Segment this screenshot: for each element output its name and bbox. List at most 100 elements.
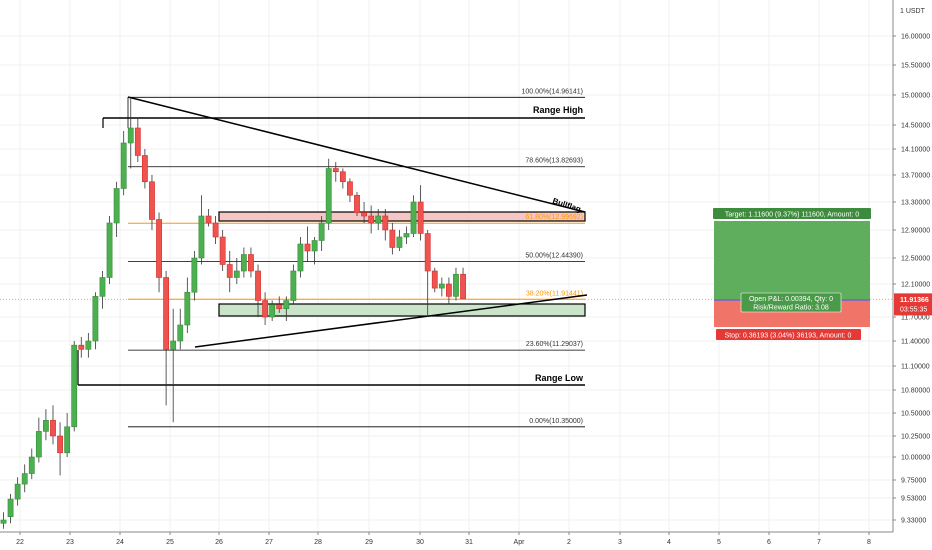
- candle-body: [382, 215, 389, 231]
- trend-lines: Range High Range Low Bullflag: [77, 96, 588, 386]
- candle-body: [269, 304, 276, 318]
- current-price-badge: [894, 293, 932, 316]
- time-tick-label: 6: [767, 539, 771, 546]
- price-tick-label: 16.00000: [901, 34, 930, 41]
- open-pnl-label: Open P&L: 0.00394, Qty: 0: [749, 296, 833, 303]
- time-tick-label: 8: [867, 539, 871, 546]
- time-tick-label: 2: [567, 539, 571, 546]
- time-tick-label: 25: [166, 539, 174, 546]
- candle-body: [0, 519, 7, 524]
- price-axis-bg: [893, 0, 932, 550]
- time-tick-label: 23: [66, 539, 74, 546]
- time-tick-label: 30: [416, 539, 424, 546]
- fib-level-label: 23.60%(11.29037): [526, 341, 583, 348]
- candle-body: [99, 277, 106, 297]
- candle-body: [226, 264, 233, 278]
- candle-body: [184, 291, 191, 326]
- candle-body: [7, 498, 14, 518]
- candle-body: [318, 222, 325, 241]
- candle-body: [71, 344, 78, 428]
- time-axis-bg: [0, 532, 932, 550]
- time-tick-label: 5: [717, 539, 721, 546]
- fib-level-label: 50.00%(12.44390): [525, 253, 583, 260]
- candle-body: [311, 240, 318, 252]
- plot-background: [0, 0, 893, 532]
- time-tick-label: 3: [618, 539, 622, 546]
- candle-body: [283, 300, 290, 310]
- candle-body: [28, 456, 35, 474]
- candle-body: [43, 420, 49, 432]
- candle-body: [460, 273, 466, 300]
- time-tick-label: 29: [365, 539, 373, 546]
- position-tool[interactable]: Target: 1.11600 (9.37%) 111600, Amount: …: [713, 208, 871, 340]
- price-axis[interactable]: 1 USDT 16.00000 15.50000 15.00000 14.50000 14…: [892, 0, 932, 550]
- candle-body: [92, 296, 99, 342]
- time-tick-label: 28: [314, 539, 322, 546]
- time-tick-label: 4: [667, 539, 671, 546]
- price-tick-label: 11.10000: [901, 364, 930, 371]
- candle-body: [113, 188, 120, 224]
- range-high-label: Range High: [533, 105, 583, 115]
- price-tick-label: 10.00000: [901, 455, 930, 462]
- time-axis[interactable]: 22 23 24 25 26 27 28 29 30 31 Apr 2 3 4 5 6 7 8: [0, 531, 932, 550]
- price-tick-label: 12.50000: [901, 256, 930, 263]
- candle-body: [212, 222, 219, 238]
- time-tick-label: Apr: [514, 539, 526, 546]
- candle-body: [120, 142, 127, 189]
- current-price-label: 11.91366: [900, 297, 929, 304]
- time-tick-label: 27: [265, 539, 273, 546]
- candle-body: [304, 243, 311, 252]
- candle-body: [233, 270, 240, 278]
- fib-level-label: 0.00%(10.35000): [529, 418, 583, 425]
- resistance-zone: [218, 211, 586, 222]
- time-tick-label: 22: [16, 539, 24, 546]
- candle-body: [163, 277, 170, 350]
- time-tick-label: 31: [465, 539, 473, 546]
- time-tick-label: 24: [116, 539, 124, 546]
- price-tick-label: 11.40000: [901, 339, 930, 346]
- price-tick-label: 10.50000: [901, 411, 930, 418]
- countdown-label: 03:55:35: [900, 306, 927, 313]
- candle-body: [276, 304, 283, 310]
- time-tick-label: 26: [215, 539, 223, 546]
- price-tick-label: 11.70000: [901, 315, 930, 322]
- candle-body: [396, 236, 403, 248]
- target-label: Target: 1.11600 (9.37%) 111600, Amount: …: [725, 212, 859, 219]
- price-tick-label: 15.00000: [901, 93, 930, 100]
- candle-body: [177, 324, 184, 342]
- price-tick-label: 12.10000: [901, 282, 930, 289]
- candle-body: [446, 283, 452, 297]
- candle-body: [191, 257, 198, 293]
- candle-body: [431, 270, 438, 289]
- price-tick-label: 10.80000: [901, 388, 930, 395]
- stop-label-bg: [716, 329, 861, 340]
- candle-body: [57, 435, 63, 454]
- candle-body: [332, 168, 339, 173]
- fib-level-label: 61.80%(12.99692): [525, 214, 583, 221]
- candle-body: [142, 155, 148, 183]
- candle-body: [50, 420, 56, 437]
- price-tick-label: 12.90000: [901, 228, 930, 235]
- price-tick-label: 15.50000: [901, 63, 930, 70]
- candle-body: [347, 181, 353, 196]
- candle-body: [354, 194, 360, 213]
- fib-level-label: 38.20%(11.91441): [526, 290, 583, 297]
- candle-body: [170, 340, 177, 350]
- candle-body: [64, 426, 71, 454]
- candle-body: [21, 473, 28, 485]
- currency-label: 1 USDT: [900, 8, 926, 15]
- target-label-bg: [713, 208, 871, 219]
- candle-body: [389, 229, 396, 248]
- candle-body: [78, 344, 85, 350]
- time-tick-label: 7: [817, 539, 821, 546]
- candle-body: [127, 127, 134, 144]
- candle-body: [453, 273, 459, 297]
- bullflag-label: Bullflag: [551, 196, 582, 214]
- candle-body: [403, 233, 410, 238]
- price-tick-label: 13.30000: [901, 200, 930, 207]
- candle-body: [290, 270, 297, 301]
- candle-body: [198, 215, 205, 259]
- candle-body: [85, 340, 92, 350]
- candle-body: [248, 254, 254, 272]
